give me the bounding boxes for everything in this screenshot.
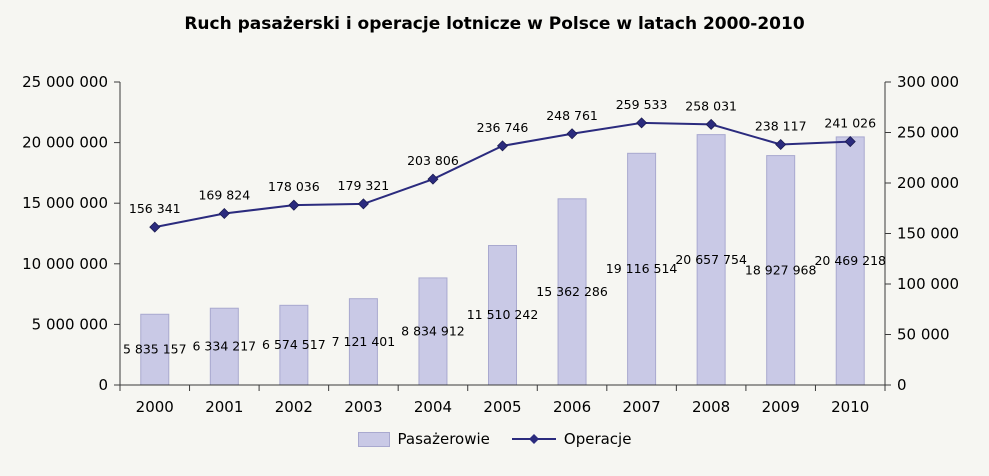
x-axis-category-label: 2006 <box>553 398 591 416</box>
line-marker-2009 <box>775 138 787 151</box>
bar-value-label: 6 574 517 <box>262 337 326 352</box>
x-axis-category-label: 2000 <box>136 398 174 416</box>
line-value-label: 156 341 <box>129 201 181 216</box>
line-value-label: 258 031 <box>685 98 737 113</box>
bar-value-label: 5 835 157 <box>123 342 187 357</box>
left-axis-tick-label: 15 000 000 <box>22 194 108 212</box>
bar-swatch-icon <box>357 431 390 447</box>
bar-2000 <box>140 313 170 386</box>
x-axis-category-label: 2007 <box>622 398 660 416</box>
bar-value-label: 20 469 218 <box>814 253 886 268</box>
bar-value-label: 7 121 401 <box>332 334 396 349</box>
bar-2004 <box>418 277 448 386</box>
left-axis-tick-label: 10 000 000 <box>22 255 108 273</box>
line-value-label: 178 036 <box>268 179 320 194</box>
bar-value-label: 11 510 242 <box>467 307 539 322</box>
operacje-line <box>154 121 851 229</box>
left-axis-tick-label: 5 000 000 <box>32 315 108 333</box>
x-axis-category-label: 2008 <box>692 398 730 416</box>
line-value-label: 259 533 <box>616 97 668 112</box>
bar-value-label: 8 834 912 <box>401 323 465 338</box>
right-axis-tick-label: 150 000 <box>897 225 959 243</box>
line-value-label: 179 321 <box>338 178 390 193</box>
bar-value-label: 19 116 514 <box>606 261 678 276</box>
line-value-label: 236 746 <box>477 120 529 135</box>
x-axis-category-label: 2005 <box>483 398 521 416</box>
x-axis-category-label: 2010 <box>831 398 869 416</box>
left-axis-tick-label: 20 000 000 <box>22 134 108 152</box>
line-marker-2005 <box>496 140 509 152</box>
right-axis-tick-label: 300 000 <box>897 73 959 91</box>
right-axis-tick-label: 50 000 <box>897 326 950 344</box>
x-axis-category-label: 2004 <box>414 398 452 416</box>
right-axis-tick-label: 100 000 <box>897 275 959 293</box>
line-marker-2002 <box>288 199 300 211</box>
bar-2008 <box>696 134 726 386</box>
bar-2010 <box>835 136 865 386</box>
x-axis-category-label: 2001 <box>205 398 243 416</box>
chart-title: Ruch pasażerski i operacje lotnicze w Po… <box>184 14 805 34</box>
bar-value-label: 18 927 968 <box>745 262 817 277</box>
legend-item-pasazerowie: Pasażerowie <box>357 430 490 448</box>
bar-value-label: 20 657 754 <box>675 252 747 267</box>
line-value-label: 241 026 <box>824 116 876 131</box>
right-axis-tick-label: 0 <box>897 376 907 394</box>
left-axis-tick-label: 25 000 000 <box>22 73 108 91</box>
left-axis-tick-label: 0 <box>98 376 108 394</box>
line-marker-2007 <box>636 117 648 129</box>
line-value-label: 238 117 <box>755 119 807 134</box>
bar-2007 <box>627 152 657 386</box>
right-axis-tick-label: 250 000 <box>897 124 959 142</box>
bar-value-label: 6 334 217 <box>193 339 257 354</box>
line-marker-2000 <box>149 221 161 233</box>
bar-2002 <box>279 304 309 386</box>
line-marker-2003 <box>357 198 369 210</box>
legend: Pasażerowie Operacje <box>0 430 989 448</box>
legend-item-operacje: Operacje <box>511 430 632 448</box>
legend-diamond-icon <box>528 434 539 444</box>
line-value-label: 248 761 <box>546 108 598 123</box>
line-value-label: 203 806 <box>407 153 459 168</box>
x-axis-category-label: 2009 <box>762 398 800 416</box>
line-value-label: 169 824 <box>198 187 250 202</box>
line-marker-2004 <box>427 173 439 185</box>
line-marker-2006 <box>566 128 578 140</box>
bar-value-label: 15 362 286 <box>536 284 608 299</box>
legend-label-pasazerowie: Pasażerowie <box>397 430 490 448</box>
line-marker-2010 <box>844 136 856 148</box>
legend-label-operacje: Operacje <box>563 430 632 448</box>
right-axis-tick-label: 200 000 <box>897 174 959 192</box>
line-marker-2008 <box>705 118 717 130</box>
x-axis-category-label: 2002 <box>275 398 313 416</box>
x-axis-category-label: 2003 <box>344 398 382 416</box>
bar-2009 <box>766 155 796 386</box>
line-swatch-icon <box>511 433 556 445</box>
line-marker-2001 <box>218 207 230 220</box>
bar-2005 <box>488 244 517 386</box>
bar-2003 <box>348 298 378 386</box>
